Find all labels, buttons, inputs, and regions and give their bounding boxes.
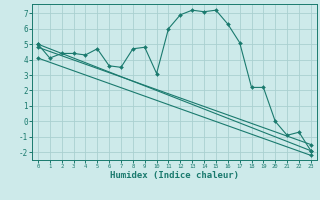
X-axis label: Humidex (Indice chaleur): Humidex (Indice chaleur) [110, 171, 239, 180]
